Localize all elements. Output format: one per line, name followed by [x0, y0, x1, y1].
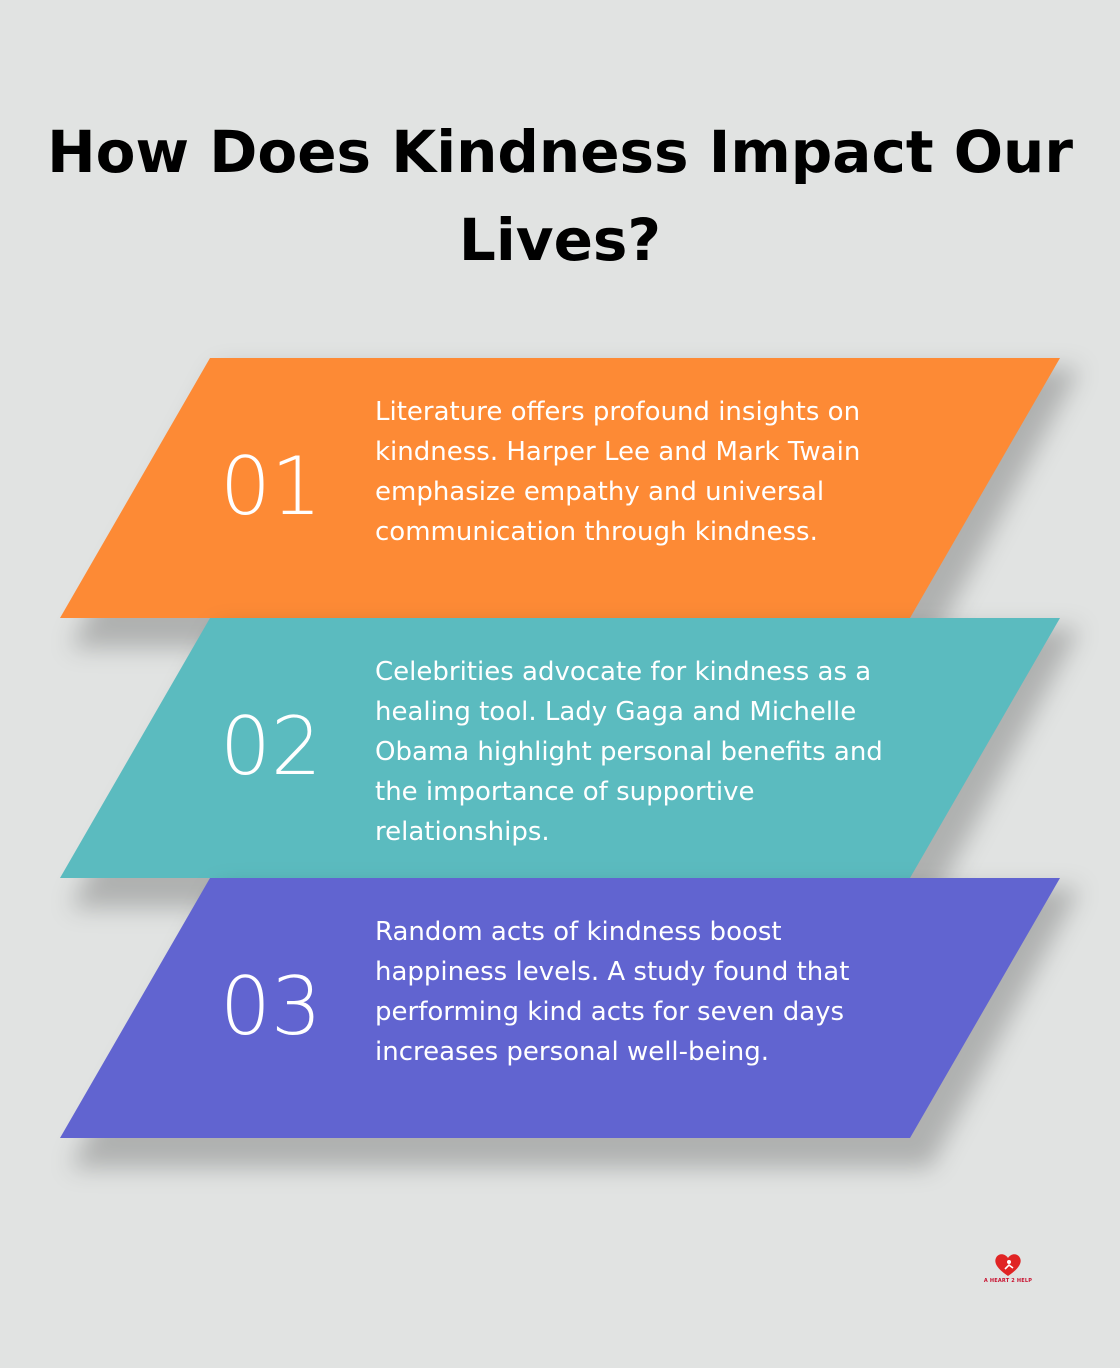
step-card-1-shape — [60, 358, 1080, 648]
step-card-3: 03 Random acts of kindness boost happine… — [60, 878, 1080, 1168]
step-card-1: 01 Literature offers profound insights o… — [60, 358, 1080, 648]
logo-text: A HEART 2 HELP — [983, 1278, 1033, 1284]
step-number-1: 01 — [220, 440, 322, 533]
step-text-1: Literature offers profound insights on k… — [375, 397, 861, 547]
step-text-3: Random acts of kindness boost happiness … — [375, 917, 850, 1067]
step-text-2: Celebrities advocate for kindness as a h… — [375, 657, 883, 847]
step-card-2-shape — [60, 618, 1080, 908]
step-card-3-shape — [60, 878, 1080, 1168]
page-title: How Does Kindness Impact Our Lives? — [47, 118, 1073, 274]
step-card-2: 02 Celebrities advocate for kindness as … — [60, 618, 1080, 908]
brand-logo: A HEART 2 HELP — [978, 1250, 1038, 1290]
step-number-2: 02 — [220, 700, 322, 793]
step-number-3: 03 — [220, 960, 322, 1053]
heart-icon — [995, 1254, 1021, 1276]
